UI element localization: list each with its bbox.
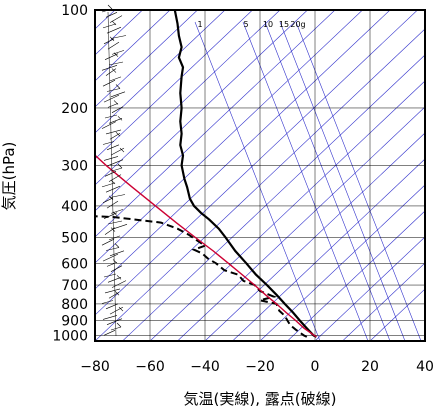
isotherm-line [95,10,436,341]
mixing-ratio-line [280,22,405,341]
y-tick-label: 100 [61,3,88,19]
wind-barb [107,89,120,92]
wind-barb [111,266,122,272]
isotherm-line [123,10,436,341]
wind-barb [108,42,119,49]
wind-barb [118,164,122,168]
y-tick-label: 1000 [52,328,88,344]
mixing-ratio-line [243,22,368,341]
wind-barb [110,16,122,23]
isotherm-line [0,10,198,341]
wind-barb [112,224,127,229]
wind-barb [109,62,123,65]
isotherm-line [0,10,280,341]
y-tick-label: 900 [61,314,88,330]
isotherm-line [150,10,436,341]
wind-barb [108,103,118,107]
x-axis-label: 気温(実線), 露点(破線) [184,390,337,408]
isotherm-line [315,10,436,341]
wind-barb [107,262,117,266]
wind-barb [117,323,121,327]
wind-barb [111,92,125,97]
isotherm-line [40,10,390,341]
wind-barb [102,239,114,245]
wind-barb [112,281,126,288]
wind-barb [111,148,124,155]
wind-barb [110,251,124,256]
temperature-line [175,10,317,337]
mixing-ratio-label: 1 [197,20,202,29]
wind-barb [103,24,116,28]
y-tick-label: 600 [61,256,88,272]
wind-barb [115,244,119,248]
wind-barb [103,80,115,86]
wind-barb [106,248,119,251]
isotherm-line [178,10,436,341]
isotherm-line [260,10,436,341]
mixing-ratio-label: 15 [279,20,289,29]
mixing-ratio-line [265,22,390,341]
wind-barb [103,315,117,319]
mixing-ratio-label: 20g [290,20,305,29]
wind-barb [114,100,118,104]
y-tick-label: 800 [61,297,88,313]
wind-barb [108,160,123,166]
wind-barb [106,130,121,134]
x-tick-label: 20 [361,359,379,375]
data-series [87,10,317,337]
wind-barb [106,304,118,309]
x-tick-label: −40 [190,359,220,375]
x-tick-label: 0 [311,359,320,375]
wind-barbs [102,5,127,336]
mixing-ratio-label: 10 [263,20,273,29]
mixing-ratio-label: 5 [243,20,248,29]
x-tick-label: −20 [245,359,275,375]
y-tick-label: 500 [61,230,88,246]
y-axis-label: 気圧(hPa) [0,142,18,211]
wind-barb [110,133,120,139]
x-tick-label: −80 [80,359,110,375]
x-tick-labels: −80 −60 −40 −20 0 20 40 [80,359,434,375]
y-tick-label: 300 [61,158,88,174]
isotherm-line [0,10,225,341]
wind-barb [116,132,120,136]
wind-barb [104,156,118,160]
wind-barb [102,122,116,129]
wind-barb [109,175,121,182]
wind-barb [110,77,121,81]
mixing-ratio-line [195,22,320,341]
wind-barb [111,36,126,39]
wind-barb [106,69,116,76]
y-tick-label: 700 [61,278,88,294]
wind-barb [113,259,117,263]
wind-barb [108,5,112,9]
x-tick-label: 40 [416,359,434,375]
y-tick-label: 200 [61,101,88,117]
isotherm-line [343,10,436,341]
wind-barb [110,307,123,314]
wind-barb [102,183,115,187]
x-tick-label: −60 [135,359,165,375]
wind-barb [109,236,120,240]
wind-barb [103,254,118,261]
wind-barb [112,168,122,171]
wind-barb [105,289,120,293]
wind-barb [107,319,122,325]
y-tick-label: 400 [61,199,88,215]
wind-barb [103,142,114,145]
